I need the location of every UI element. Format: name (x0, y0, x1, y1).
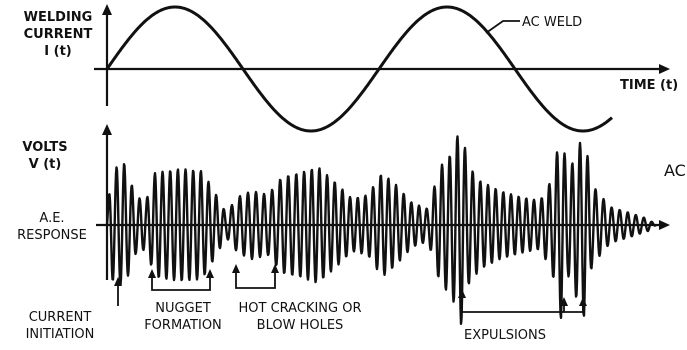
hot-cracking-bracket (232, 264, 279, 289)
volts-label-line1: VOLTS (22, 140, 67, 155)
time-axis-arrowhead (659, 64, 670, 74)
current-label-line3: I (t) (44, 44, 71, 59)
expulsions-bracket (458, 289, 587, 313)
nugget-formation-bracket (148, 269, 214, 291)
time-axis-label: TIME (t) (620, 78, 678, 93)
current-label-line1: WELDING (24, 10, 93, 25)
current-initiation-label-line1: CURRENT (29, 310, 92, 325)
nugget-formation-label-line1: NUGGET (155, 301, 211, 316)
volts-y-axis-arrowhead (102, 124, 112, 135)
current-initiation-pointer (114, 277, 122, 306)
current-y-axis-arrowhead (102, 4, 112, 15)
right-edge-label: AC (664, 161, 686, 180)
hot-cracking-label-line1: HOT CRACKING OR (239, 301, 362, 316)
volts-label-line2: V (t) (29, 157, 62, 172)
ae-label-line2: RESPONSE (17, 228, 87, 243)
current-label-line2: CURRENT (24, 27, 93, 42)
ac-weld-pointer (485, 20, 520, 34)
expulsions-label: EXPULSIONS (464, 328, 546, 343)
ae-baseline-arrowhead (659, 220, 670, 230)
hot-cracking-label-line2: BLOW HOLES (257, 318, 344, 333)
ac-weld-label: AC WELD (522, 15, 582, 30)
ae-label-line1: A.E. (39, 211, 64, 226)
current-initiation-label-line2: INITIATION (26, 327, 95, 342)
ac-weld-current-wave (105, 5, 614, 133)
nugget-formation-label-line2: FORMATION (144, 318, 222, 333)
ae-response-signal (105, 135, 657, 325)
